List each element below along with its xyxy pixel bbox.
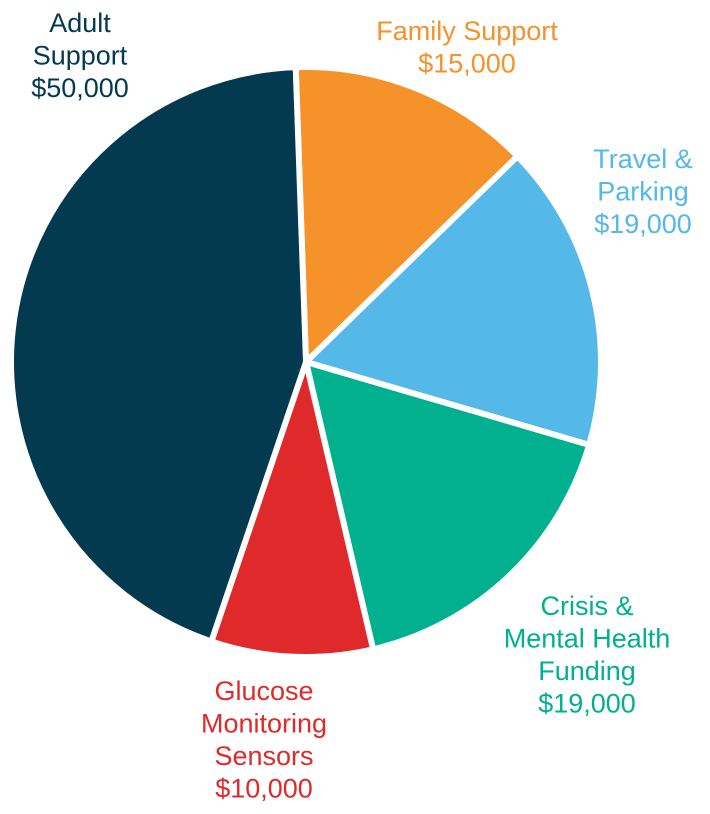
pie-slice bbox=[8, 64, 309, 645]
slice-label: Glucose bbox=[214, 676, 313, 706]
pie-slice bbox=[303, 153, 604, 448]
slice-label: Parking bbox=[597, 177, 689, 207]
slice-label: Family Support bbox=[376, 16, 558, 46]
slice-label: Adult bbox=[49, 8, 111, 38]
slice-label: Travel & bbox=[593, 144, 693, 174]
pie-slice bbox=[208, 359, 377, 660]
slice-label: Funding bbox=[538, 656, 636, 686]
slice-label: Support bbox=[33, 41, 128, 71]
value-label: $19,000 bbox=[594, 209, 692, 239]
slice-label: Mental Health bbox=[504, 624, 671, 654]
slice-label: Crisis & bbox=[541, 591, 634, 621]
value-label: $19,000 bbox=[538, 689, 636, 719]
slice-label: Sensors bbox=[214, 741, 313, 771]
slice-label: Monitoring bbox=[201, 709, 327, 739]
value-label: $10,000 bbox=[215, 774, 313, 804]
pie-slice bbox=[292, 64, 521, 365]
value-label: $50,000 bbox=[31, 73, 129, 103]
value-label: $15,000 bbox=[418, 49, 516, 79]
pie-slice bbox=[303, 359, 593, 653]
